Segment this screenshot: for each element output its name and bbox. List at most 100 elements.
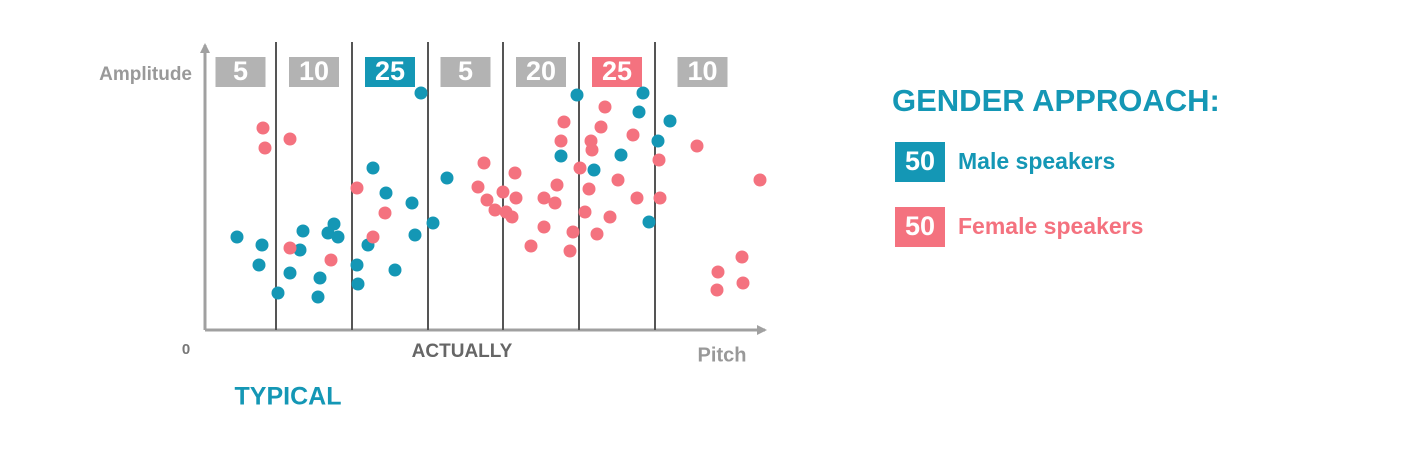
data-point: [283, 266, 297, 280]
data-point: [283, 132, 297, 146]
data-point: [327, 217, 341, 231]
section-count: 5: [233, 56, 248, 86]
data-point: [603, 210, 617, 224]
legend-title: GENDER APPROACH:: [892, 83, 1220, 118]
data-point: [711, 265, 725, 279]
data-point: [632, 105, 646, 119]
legend-label: Male speakers: [958, 148, 1115, 174]
data-point: [350, 258, 364, 272]
data-point: [636, 86, 650, 100]
data-point: [585, 143, 599, 157]
section-count: 25: [602, 56, 632, 86]
section-box: [215, 57, 266, 87]
data-point: [690, 139, 704, 153]
data-point: [566, 225, 580, 239]
data-point: [313, 271, 327, 285]
section-count: 10: [687, 56, 717, 86]
data-point: [611, 173, 625, 187]
y-axis-label: Amplitude: [99, 64, 192, 85]
data-point: [548, 196, 562, 210]
legend-label: Female speakers: [958, 213, 1143, 239]
data-point: [258, 141, 272, 155]
data-point: [331, 230, 345, 244]
data-point: [252, 258, 266, 272]
data-point: [590, 227, 604, 241]
data-point: [550, 178, 564, 192]
data-point: [570, 88, 584, 102]
data-point: [379, 186, 393, 200]
data-point: [378, 206, 392, 220]
legend-count: 50: [905, 211, 935, 241]
data-point: [366, 230, 380, 244]
data-point: [651, 134, 665, 148]
data-point: [554, 134, 568, 148]
data-point: [563, 244, 577, 258]
data-point: [426, 216, 440, 230]
data-point: [663, 114, 677, 128]
data-point: [255, 238, 269, 252]
data-point: [324, 253, 338, 267]
data-point: [573, 161, 587, 175]
data-point: [652, 153, 666, 167]
data-point: [653, 191, 667, 205]
data-point: [230, 230, 244, 244]
annotation: ACTUALLY: [412, 341, 513, 362]
section-box: [516, 57, 566, 87]
data-point: [736, 276, 750, 290]
data-point: [405, 196, 419, 210]
section-count: 10: [299, 56, 329, 86]
section-count: 5: [458, 56, 473, 86]
data-point: [735, 250, 749, 264]
data-point: [388, 263, 402, 277]
data-point: [351, 277, 365, 291]
x-axis-label: Pitch: [698, 344, 747, 366]
section-box: [677, 57, 728, 87]
data-point: [488, 203, 502, 217]
data-point: [350, 181, 364, 195]
data-point: [614, 148, 628, 162]
legend-count: 50: [905, 146, 935, 176]
data-point: [642, 215, 656, 229]
data-point: [626, 128, 640, 142]
data-point: [578, 205, 592, 219]
data-point: [440, 171, 454, 185]
data-point: [594, 120, 608, 134]
data-point: [630, 191, 644, 205]
data-point: [311, 290, 325, 304]
section-box: [365, 57, 415, 87]
section-count: 25: [375, 56, 405, 86]
data-point: [477, 156, 491, 170]
data-point: [582, 182, 596, 196]
data-point: [554, 149, 568, 163]
data-point: [293, 243, 307, 257]
section-box: [592, 57, 642, 87]
data-point: [524, 239, 538, 253]
legend-box: [895, 207, 945, 247]
data-point: [509, 191, 523, 205]
section-box: [440, 57, 491, 87]
annotation: TYPICAL: [235, 383, 342, 411]
data-point: [271, 286, 285, 300]
data-point: [537, 191, 551, 205]
data-point: [557, 115, 571, 129]
data-point: [256, 121, 270, 135]
data-point: [598, 100, 612, 114]
data-point: [283, 241, 297, 255]
data-point: [508, 166, 522, 180]
data-point: [414, 86, 428, 100]
data-point: [753, 173, 767, 187]
data-point: [496, 185, 510, 199]
data-point: [537, 220, 551, 234]
data-point: [408, 228, 422, 242]
data-point: [480, 193, 494, 207]
legend-box: [895, 142, 945, 182]
data-point: [471, 180, 485, 194]
data-point: [366, 161, 380, 175]
data-point: [587, 163, 601, 177]
section-count: 20: [526, 56, 556, 86]
section-box: [289, 57, 339, 87]
data-point: [710, 283, 724, 297]
origin-label: 0: [182, 341, 190, 358]
data-point: [505, 210, 519, 224]
